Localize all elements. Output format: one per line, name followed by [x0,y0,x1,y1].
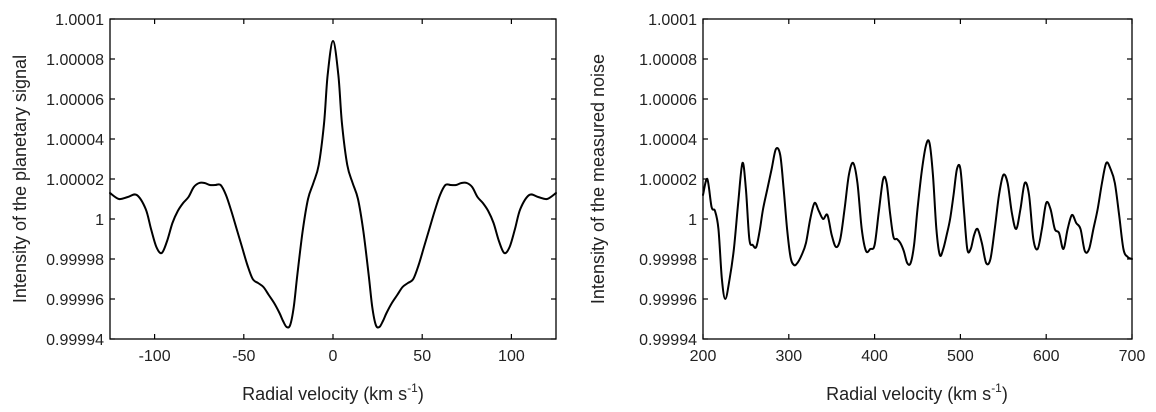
y-tick-labels: 0.99994 0.99996 0.99998 1 1.00002 1.00004 1.00… [639,12,697,349]
y-tick-label: 0.99998 [46,252,104,269]
chart-measured-noise: 200 300 400 500 600 700 0.99994 0.99996 0.99998… [588,12,1145,404]
series-line [702,139,1133,300]
y-tick-label: 1.00008 [639,52,697,69]
tick-marks [702,18,1133,340]
x-axis-label: Radial velocity (km s-1) [826,381,1008,404]
plot-area-frame [109,18,557,340]
chart-planetary-signal: -100 -50 0 50 100 0.99994 0.99996 0.99998 1 1.00… [10,12,557,404]
x-tick-label: 50 [413,348,431,365]
y-tick-label: 0.99994 [46,332,104,349]
tick-marks [110,18,556,340]
x-tick-label: 600 [1033,348,1060,365]
x-tick-label: 200 [690,348,717,365]
y-tick-label: 0.99994 [639,332,697,349]
y-tick-label: 1 [688,212,697,229]
y-tick-label: 1.0001 [648,12,697,29]
y-tick-label: 1.00006 [639,92,697,109]
y-tick-label: 0.99996 [46,292,104,309]
y-axis-label: Intensity of the measured noise [588,54,608,304]
y-tick-label: 1.00004 [46,132,104,149]
y-tick-label: 1.00006 [46,92,104,109]
y-tick-label: 0.99996 [639,292,697,309]
y-tick-label: 1.00002 [639,172,697,189]
y-tick-label: 1.00002 [46,172,104,189]
x-tick-label: 300 [775,348,802,365]
x-tick-label: -100 [139,348,171,365]
x-tick-label: 700 [1119,348,1146,365]
x-tick-label: -50 [232,348,255,365]
x-tick-labels: -100 -50 0 50 100 [139,348,525,365]
y-axis-label: Intensity of the planetary signal [10,55,30,303]
x-tick-label: 100 [498,348,525,365]
x-tick-label: 0 [329,348,338,365]
series-line [109,40,557,329]
y-tick-label: 1.00008 [46,52,104,69]
y-tick-label: 1.0001 [55,12,104,29]
y-tick-label: 1.00004 [639,132,697,149]
x-tick-labels: 200 300 400 500 600 700 [690,348,1146,365]
x-tick-label: 500 [947,348,974,365]
y-tick-label: 1 [95,212,104,229]
y-tick-labels: 0.99994 0.99996 0.99998 1 1.00002 1.00004 1.00… [46,12,104,349]
x-tick-label: 400 [861,348,888,365]
plot-area-frame [702,18,1133,340]
x-axis-label: Radial velocity (km s-1) [242,381,424,404]
y-tick-label: 0.99998 [639,252,697,269]
